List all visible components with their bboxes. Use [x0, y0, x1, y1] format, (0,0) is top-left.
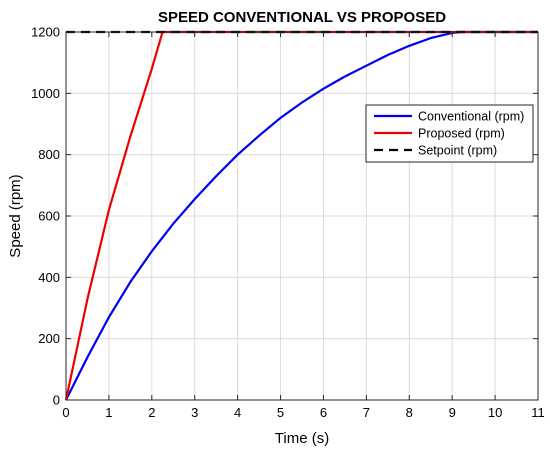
x-tick-label: 7 — [363, 405, 370, 420]
x-tick-label: 4 — [234, 405, 241, 420]
x-tick-label: 3 — [191, 405, 198, 420]
legend: Conventional (rpm) Proposed (rpm) Setpoint… — [365, 104, 534, 163]
y-tick-label: 1000 — [31, 86, 60, 101]
legend-label: Conventional (rpm) — [418, 110, 524, 124]
x-tick-label: 10 — [488, 405, 502, 420]
series-line-conventional-rpm — [65, 30, 538, 401]
legend-label: Setpoint (rpm) — [418, 144, 497, 158]
x-tick-label: 0 — [62, 405, 69, 420]
x-tick-label: 6 — [320, 405, 327, 420]
y-tick-label: 800 — [38, 147, 60, 162]
x-axis-label: Time (s) — [275, 430, 329, 447]
y-axis-label: Speed (rpm) — [7, 174, 24, 257]
x-tick-label: 2 — [148, 405, 155, 420]
axis-ticks: 0 1 2 3 4 5 6 7 8 9 10 11 0 200 400 600 800 1000 1200 — [31, 25, 545, 421]
legend-label: Proposed (rpm) — [418, 127, 505, 141]
x-tick-label: 5 — [277, 405, 284, 420]
x-tick-label: 8 — [406, 405, 413, 420]
y-tick-label: 600 — [38, 209, 60, 224]
y-tick-label: 0 — [53, 393, 60, 408]
y-tick-label: 1200 — [31, 25, 60, 40]
x-tick-label: 1 — [105, 405, 112, 420]
chart-title: SPEED CONVENTIONAL VS PROPOSED — [158, 9, 446, 26]
x-tick-label: 9 — [449, 405, 456, 420]
y-tick-label: 200 — [38, 331, 60, 346]
y-tick-label: 400 — [38, 270, 60, 285]
x-tick-label: 11 — [531, 405, 545, 420]
